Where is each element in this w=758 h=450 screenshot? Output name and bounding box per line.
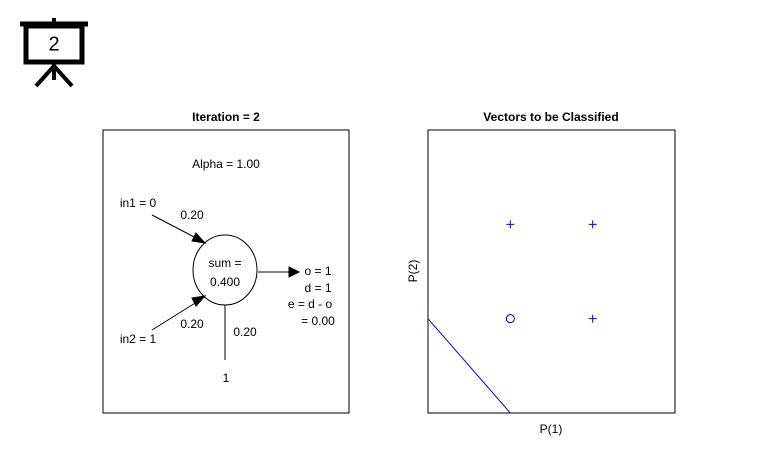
chart-title: Vectors to be Classified [483, 110, 618, 124]
y-axis-label: P(2) [406, 260, 420, 283]
point-plus [506, 220, 515, 229]
point-plus [588, 220, 597, 229]
point-plus [588, 314, 597, 323]
point-circle [505, 314, 515, 324]
connections [151, 214, 301, 360]
network-panel: Iteration = 2 Alpha = 1.00 in1 = 0 0.20 … [102, 110, 350, 414]
weight: 0.20 [180, 317, 204, 331]
alpha: Alpha = 1.00 [192, 157, 260, 171]
error-value: = 0.00 [301, 314, 335, 328]
axes-frame [427, 129, 676, 414]
panel-frame [102, 129, 350, 414]
decision-boundary [427, 318, 511, 414]
panel-title: Iteration = 2 [192, 110, 260, 124]
input-label: in1 = 0 [120, 196, 157, 210]
input-label: in2 = 1 [120, 332, 157, 346]
icon-label: 2 [48, 33, 59, 55]
bias-input: 1 [223, 371, 230, 385]
x-axis-label: P(1) [540, 422, 563, 436]
weight: 0.20 [233, 325, 257, 339]
slide-icon [20, 18, 88, 88]
scatter-panel: Vectors to be Classified P(1) P(2) [406, 110, 676, 436]
sum-label: sum = [208, 256, 241, 270]
weight: 0.20 [180, 208, 204, 222]
error-formula: e = d - o [288, 297, 333, 311]
sum-value: 0.400 [210, 275, 240, 289]
target: d = 1 [304, 281, 331, 295]
output: o = 1 [304, 264, 331, 278]
